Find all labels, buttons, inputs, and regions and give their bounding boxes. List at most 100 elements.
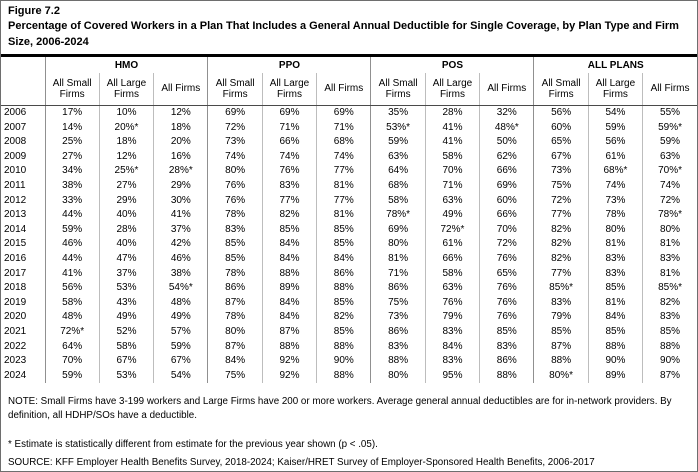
value-cell: 85% xyxy=(261,222,317,238)
value-cell: 81% xyxy=(642,266,697,282)
value-cell: 50% xyxy=(479,135,534,150)
year-cell: 2022 xyxy=(1,339,46,355)
value-cell: 35% xyxy=(370,105,426,121)
value-cell: 78% xyxy=(587,208,643,223)
table-row: 2024 59% 53% 54% 75% 92% 88% 80% 95% 88% 80%* 89% 87… xyxy=(1,368,697,384)
value-cell: 58% xyxy=(424,149,480,165)
value-cell: 85% xyxy=(642,324,697,340)
value-cell: 86% xyxy=(207,281,263,296)
value-cell: 74% xyxy=(587,178,643,194)
subheader-hmo-small: All Small Firms xyxy=(44,73,100,106)
value-cell: 59% xyxy=(44,222,100,238)
table-row: 2018 56% 53% 54%* 86% 89% 88% 86% 63% 76% 85%* 85% 8… xyxy=(1,281,697,296)
value-cell: 73% xyxy=(370,310,426,325)
value-cell: 84% xyxy=(424,339,480,355)
value-cell: 90% xyxy=(316,354,371,369)
value-cell: 85% xyxy=(316,237,371,252)
value-cell: 54%* xyxy=(153,281,208,296)
value-cell: 76% xyxy=(479,281,534,296)
value-cell: 77% xyxy=(533,208,589,223)
value-cell: 76% xyxy=(261,164,317,179)
value-cell: 83% xyxy=(587,266,643,282)
year-cell: 2006 xyxy=(1,105,46,121)
group-header-all-plans: ALL PLANS xyxy=(533,57,697,73)
value-cell: 83% xyxy=(479,339,534,355)
value-cell: 86% xyxy=(370,324,426,340)
table-row: 2020 48% 49% 49% 78% 84% 82% 73% 79% 76% 79% 84% 83% xyxy=(1,310,697,325)
value-cell: 69% xyxy=(316,105,371,121)
value-cell: 18% xyxy=(98,135,154,150)
value-cell: 85%* xyxy=(533,281,589,296)
value-cell: 83% xyxy=(424,354,480,369)
value-cell: 83% xyxy=(424,324,480,340)
value-cell: 72% xyxy=(533,193,589,209)
value-cell: 76% xyxy=(424,295,480,311)
source-text: SOURCE: KFF Employer Health Benefits Sur… xyxy=(8,456,595,468)
value-cell: 74% xyxy=(316,149,371,165)
value-cell: 12% xyxy=(153,105,208,121)
table-row: 2015 46% 40% 42% 85% 84% 85% 80% 61% 72% 82% 81% 81% xyxy=(1,237,697,252)
value-cell: 81% xyxy=(316,178,371,194)
value-cell: 66% xyxy=(479,208,534,223)
value-cell: 28% xyxy=(98,222,154,238)
value-cell: 20%* xyxy=(98,120,154,136)
year-cell: 2017 xyxy=(1,266,46,282)
value-cell: 79% xyxy=(533,310,589,325)
value-cell: 59% xyxy=(587,120,643,136)
value-cell: 84% xyxy=(587,310,643,325)
value-cell: 95% xyxy=(424,368,480,384)
value-cell: 81% xyxy=(316,208,371,223)
value-cell: 81% xyxy=(642,237,697,252)
value-cell: 84% xyxy=(261,295,317,311)
value-cell: 49% xyxy=(424,208,480,223)
value-cell: 76% xyxy=(207,193,263,209)
year-cell: 2016 xyxy=(1,251,46,267)
value-cell: 58% xyxy=(370,193,426,209)
value-cell: 53% xyxy=(98,281,154,296)
value-cell: 62% xyxy=(479,149,534,165)
subheader-ppo-large: All Large Firms xyxy=(261,73,317,106)
value-cell: 17% xyxy=(44,105,100,121)
table-row: 2013 44% 40% 41% 78% 82% 81% 78%* 49% 66% 77% 78% 78… xyxy=(1,208,697,223)
value-cell: 88% xyxy=(316,281,371,296)
value-cell: 84% xyxy=(261,310,317,325)
value-cell: 44% xyxy=(44,208,100,223)
value-cell: 40% xyxy=(98,237,154,252)
value-cell: 59%* xyxy=(642,120,697,136)
value-cell: 81% xyxy=(587,295,643,311)
value-cell: 73% xyxy=(533,164,589,179)
value-cell: 56% xyxy=(533,105,589,121)
value-cell: 72% xyxy=(207,120,263,136)
value-cell: 41% xyxy=(424,135,480,150)
value-cell: 85% xyxy=(316,295,371,311)
value-cell: 27% xyxy=(98,178,154,194)
value-cell: 92% xyxy=(261,368,317,384)
value-cell: 69% xyxy=(261,105,317,121)
group-header-ppo: PPO xyxy=(207,57,371,73)
subheader-hmo-large: All Large Firms xyxy=(98,73,154,106)
subheader-allplans-small: All Small Firms xyxy=(533,73,589,106)
year-cell: 2020 xyxy=(1,310,46,325)
value-cell: 29% xyxy=(98,193,154,209)
value-cell: 92% xyxy=(261,354,317,369)
value-cell: 48% xyxy=(153,295,208,311)
value-cell: 66% xyxy=(424,251,480,267)
value-cell: 88% xyxy=(642,339,697,355)
value-cell: 25%* xyxy=(98,164,154,179)
sub-header-row: All Small Firms All Large Firms All Firm… xyxy=(1,73,697,106)
value-cell: 64% xyxy=(370,164,426,179)
value-cell: 68% xyxy=(370,178,426,194)
value-cell: 65% xyxy=(533,135,589,150)
value-cell: 71% xyxy=(261,120,317,136)
group-header-row: HMO PPO POS ALL PLANS xyxy=(1,57,697,73)
value-cell: 89% xyxy=(261,281,317,296)
table-header: HMO PPO POS ALL PLANS All Small Firms Al… xyxy=(1,57,697,106)
year-cell: 2010 xyxy=(1,164,46,179)
value-cell: 28%* xyxy=(153,164,208,179)
value-cell: 41% xyxy=(44,266,100,282)
value-cell: 78% xyxy=(207,208,263,223)
value-cell: 80% xyxy=(370,237,426,252)
year-cell: 2008 xyxy=(1,135,46,150)
value-cell: 69% xyxy=(370,222,426,238)
